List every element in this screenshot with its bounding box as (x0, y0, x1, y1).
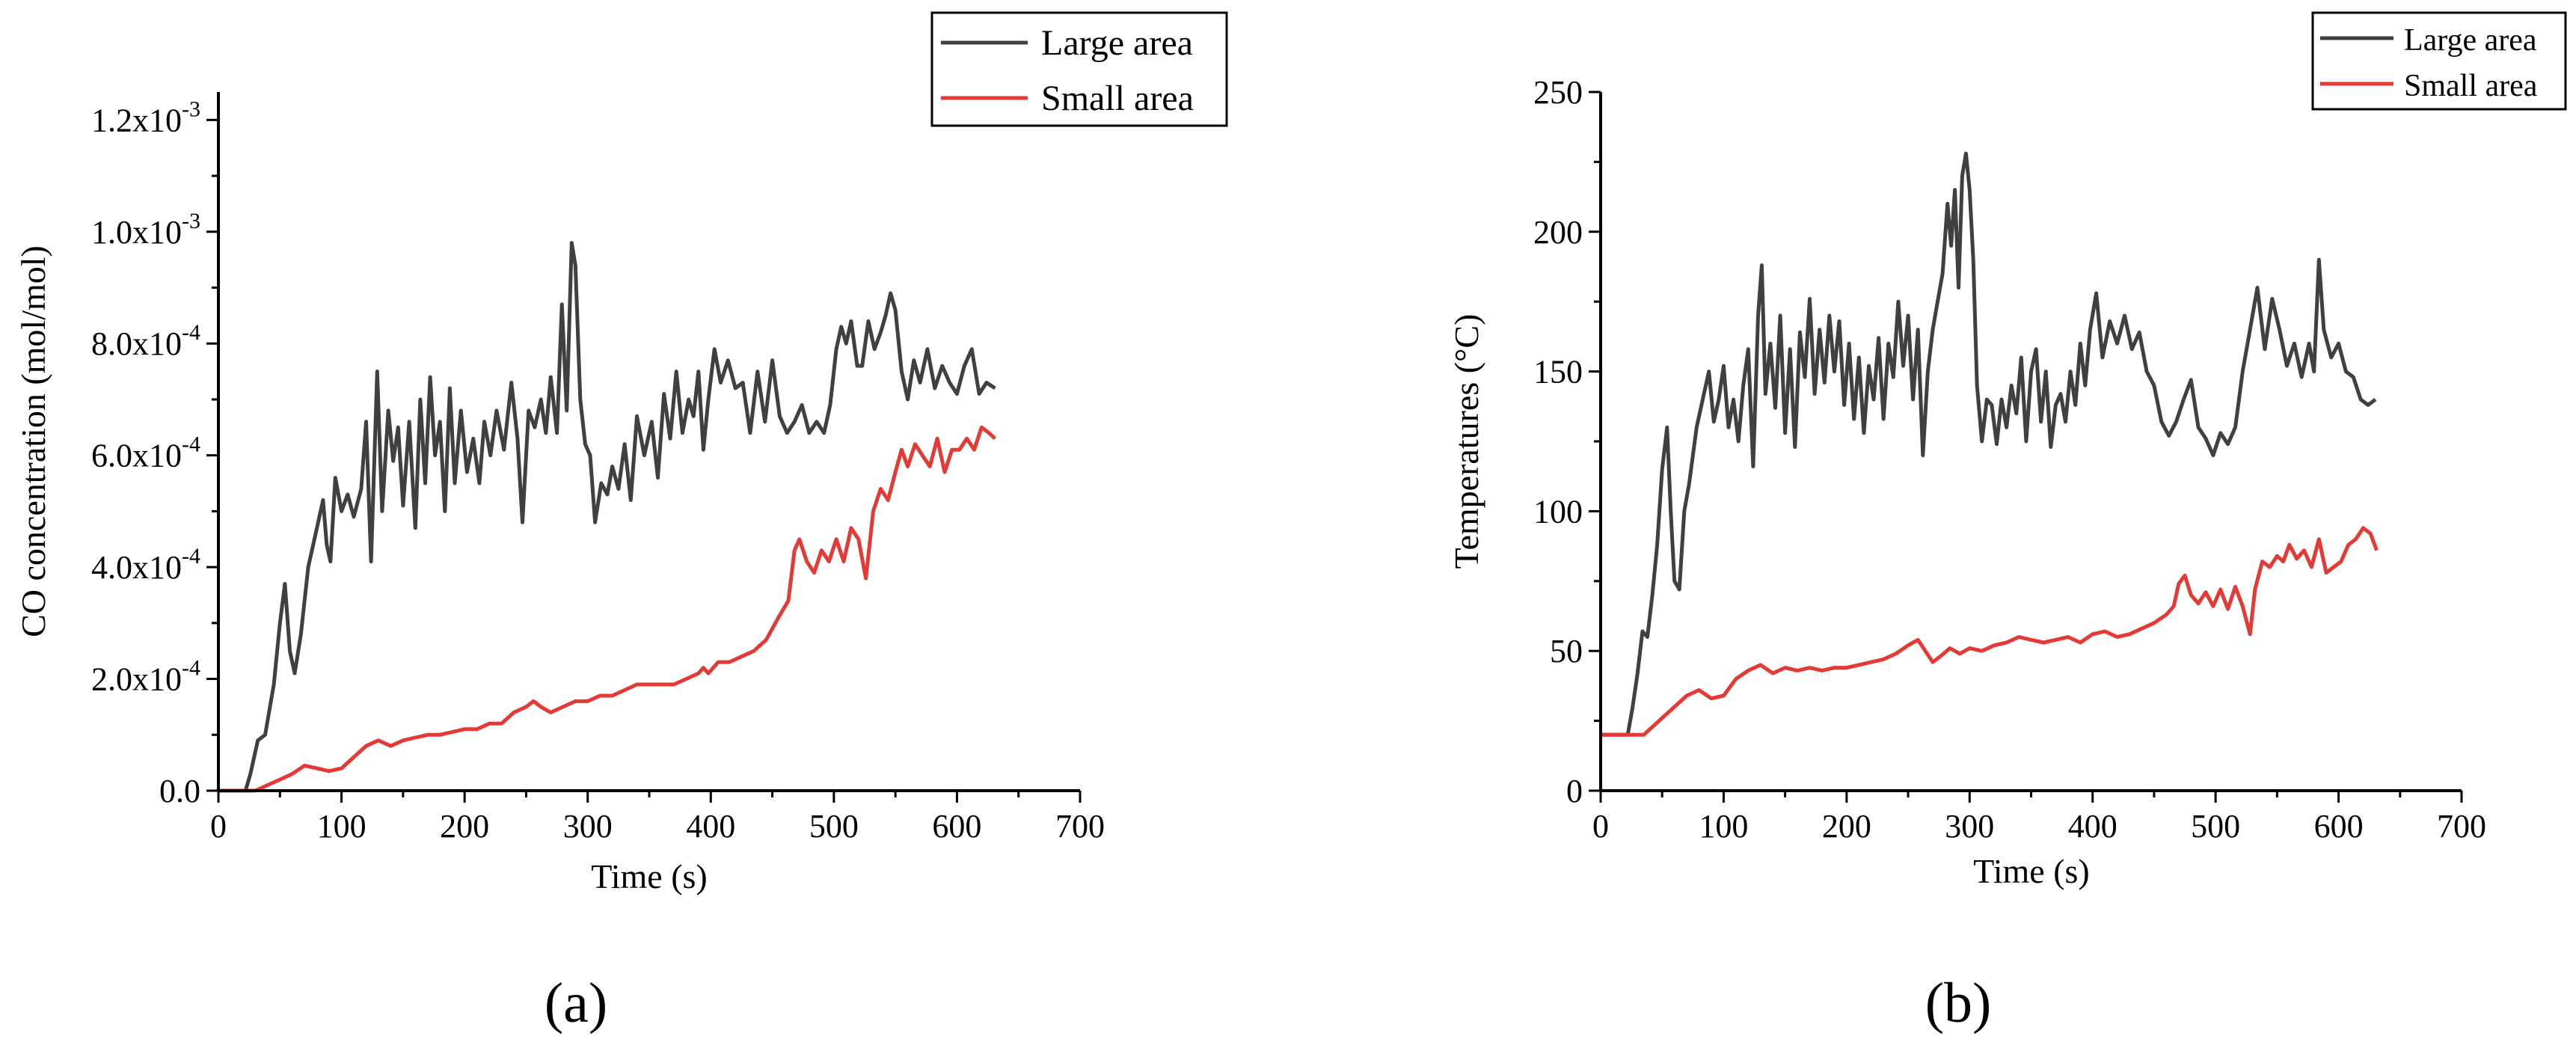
panel-b-series-large-area (1601, 151, 2377, 737)
panel-a-x-tick-label: 100 (317, 808, 367, 845)
panel-a-y-tick-label: 1.0x10-3 (91, 209, 200, 251)
panel-b-y-tick-label: 150 (1533, 354, 1583, 390)
panel-a-label: (a) (545, 972, 607, 1035)
panel-a: 0 100 200 300 400 500 600 700 0.0 2.0x10-4 4.0x10… (14, 11, 1228, 1035)
panel-a-y-tick-label: 2.0x10-4 (91, 656, 200, 698)
panel-b-x-tick-label: 0 (1592, 808, 1609, 845)
panel-a-y-tick-label: 1.2x10-3 (91, 96, 200, 138)
panel-a-x-tick-label: 0 (210, 808, 227, 845)
panel-b-x-tick-label: 100 (1699, 808, 1748, 845)
panel-b-x-axis-label: Time (s) (1973, 852, 2090, 890)
panel-b-x-tick-label: 600 (2314, 808, 2364, 845)
panel-b-x-tick-label: 700 (2437, 808, 2486, 845)
panel-b-y-tick-label: 100 (1533, 493, 1583, 530)
panel-a-legend-label-small-area: Small area (1041, 79, 1194, 118)
panel-b-y-tick-label: 200 (1533, 214, 1583, 251)
panel-a-x-tick-label: 700 (1055, 808, 1105, 845)
panel-a-x-tick-label: 200 (440, 808, 489, 845)
panel-a-y-tick-label: 8.0x10-4 (91, 320, 200, 362)
panel-a-series-small-area (218, 425, 997, 793)
panel-a-y-axis-label: CO concentration (mol/mol) (14, 245, 52, 637)
panel-a-gridless-area (218, 241, 997, 793)
panel-a-y-ticks: 0.0 2.0x10-4 4.0x10-4 6.0x10-4 8.0x10-4 1.0x1… (91, 96, 218, 809)
panel-b-x-tick-label: 500 (2191, 808, 2240, 845)
panel-a-x-tick-label: 500 (809, 808, 859, 845)
panel-b-x-ticks: 0 100 200 300 400 500 600 700 (1592, 791, 2486, 845)
panel-a-legend-label-large-area: Large area (1041, 23, 1193, 63)
panel-b-y-tick-label: 0 (1566, 773, 1583, 809)
panel-b-y-tick-label: 250 (1533, 74, 1583, 111)
panel-b-legend-box (2311, 11, 2567, 111)
panel-b-legend-label-large-area: Large area (2404, 23, 2537, 58)
panel-a-y-tick-label: 6.0x10-4 (91, 432, 200, 474)
panel-a-x-tick-label: 300 (563, 808, 613, 845)
panel-b-legend-label-small-area: Small area (2404, 69, 2538, 103)
panel-b-y-tick-label: 50 (1550, 633, 1583, 670)
panel-b-x-tick-label: 400 (2068, 808, 2117, 845)
panel-a-x-axis-label: Time (s) (591, 857, 708, 895)
panel-a-y-tick-label: 4.0x10-4 (91, 544, 200, 586)
panel-a-x-tick-label: 600 (932, 808, 981, 845)
panel-a-x-tick-label: 400 (686, 808, 735, 845)
panel-b-y-axis-label: Temperatures (°C) (1447, 314, 1485, 569)
panel-b-x-tick-label: 300 (1945, 808, 1994, 845)
panel-a-y-tick-label: 0.0 (159, 773, 200, 809)
panel-a-x-ticks: 0 100 200 300 400 500 600 700 (210, 791, 1105, 845)
panel-b-legend: Large area Small area (2311, 11, 2567, 111)
panel-b-plot-area (1601, 151, 2379, 737)
panel-b-y-ticks: 0 50 100 150 200 250 (1533, 74, 1601, 809)
panel-b: 0 100 200 300 400 500 600 700 0 50 100 150 200 250 T… (1447, 11, 2567, 1035)
panel-b-label: (b) (1925, 972, 1992, 1035)
panel-b-series-small-area (1601, 526, 2379, 737)
panel-a-legend: Large area Small area (930, 11, 1228, 127)
panel-b-x-tick-label: 200 (1822, 808, 1871, 845)
panel-a-legend-box (930, 11, 1228, 127)
panel-a-series-large-area (218, 241, 996, 793)
